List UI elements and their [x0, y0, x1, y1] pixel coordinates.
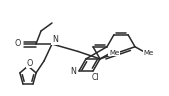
Text: Me: Me [109, 50, 119, 56]
Text: Cl: Cl [91, 74, 99, 82]
Text: N: N [70, 67, 76, 75]
Text: O: O [27, 58, 33, 67]
Text: O: O [15, 39, 21, 48]
Text: Me: Me [144, 50, 154, 56]
Text: N: N [52, 36, 58, 45]
